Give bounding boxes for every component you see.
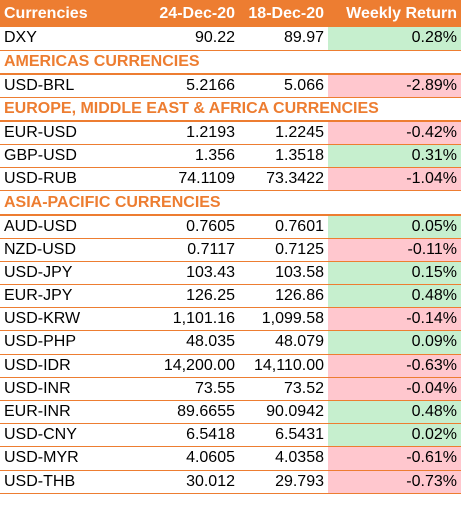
- weekly-return-cell: -1.04%: [328, 167, 461, 192]
- currency-name-cell: USD-RUB: [0, 167, 130, 192]
- previous-rate-cell: 1.3518: [239, 144, 328, 169]
- table-row: USD-MYR 4.0605 4.0358 -0.61%: [0, 446, 461, 471]
- currency-name-cell: DXY: [0, 27, 130, 51]
- currency-name-cell: NZD-USD: [0, 238, 130, 262]
- header-weekly-return: Weekly Return: [328, 0, 461, 27]
- previous-rate-cell: 90.0942: [239, 400, 328, 425]
- table-row: USD-IDR 14,200.00 14,110.00 -0.63%: [0, 354, 461, 378]
- previous-rate-cell: 1,099.58: [239, 307, 328, 332]
- weekly-return-cell: -0.42%: [328, 121, 461, 146]
- current-rate-cell: 73.55: [130, 377, 239, 401]
- header-currencies: Currencies: [0, 0, 130, 27]
- current-rate-cell: 30.012: [130, 470, 239, 494]
- table-row: GBP-USD 1.356 1.3518 0.31%: [0, 144, 461, 169]
- weekly-return-cell: 0.05%: [328, 214, 461, 239]
- weekly-return-cell: -0.11%: [328, 238, 461, 262]
- previous-rate-cell: 14,110.00: [239, 354, 328, 378]
- currency-name-cell: USD-BRL: [0, 74, 130, 98]
- weekly-return-cell: 0.48%: [328, 284, 461, 309]
- currency-name-cell: USD-JPY: [0, 261, 130, 286]
- currency-returns-table: Currencies 24-Dec-20 18-Dec-20 Weekly Re…: [0, 0, 461, 494]
- weekly-return-cell: 0.02%: [328, 423, 461, 448]
- header-row: Currencies 24-Dec-20 18-Dec-20 Weekly Re…: [0, 0, 461, 27]
- previous-rate-cell: 73.3422: [239, 167, 328, 192]
- table-row: USD-JPY 103.43 103.58 0.15%: [0, 261, 461, 286]
- table-row: USD-PHP 48.035 48.079 0.09%: [0, 330, 461, 355]
- currency-name-cell: USD-IDR: [0, 354, 130, 378]
- currency-name-cell: USD-MYR: [0, 446, 130, 471]
- current-rate-cell: 89.6655: [130, 400, 239, 425]
- weekly-return-cell: -0.14%: [328, 307, 461, 332]
- currency-name-cell: AUD-USD: [0, 214, 130, 239]
- previous-rate-cell: 5.066: [239, 74, 328, 98]
- table-row: DXY 90.22 89.97 0.28%: [0, 27, 461, 51]
- table-row: EUR-USD 1.2193 1.2245 -0.42%: [0, 121, 461, 146]
- section-label: AMERICAS CURRENCIES: [0, 50, 461, 76]
- current-rate-cell: 0.7117: [130, 238, 239, 262]
- current-rate-cell: 103.43: [130, 261, 239, 286]
- current-rate-cell: 4.0605: [130, 446, 239, 471]
- weekly-return-cell: -0.63%: [328, 354, 461, 378]
- section-label: EUROPE, MIDDLE EAST & AFRICA CURRENCIES: [0, 97, 461, 123]
- currency-name-cell: USD-THB: [0, 470, 130, 494]
- current-rate-cell: 1.2193: [130, 121, 239, 146]
- header-date-current: 24-Dec-20: [130, 0, 239, 27]
- previous-rate-cell: 48.079: [239, 330, 328, 355]
- section-header-row: ASIA-PACIFIC CURRENCIES: [0, 190, 461, 216]
- currency-name-cell: USD-INR: [0, 377, 130, 401]
- weekly-return-cell: -0.04%: [328, 377, 461, 401]
- previous-rate-cell: 126.86: [239, 284, 328, 309]
- table-row: AUD-USD 0.7605 0.7601 0.05%: [0, 214, 461, 239]
- table-row: EUR-INR 89.6655 90.0942 0.48%: [0, 400, 461, 425]
- previous-rate-cell: 0.7125: [239, 238, 328, 262]
- section-header-row: EUROPE, MIDDLE EAST & AFRICA CURRENCIES: [0, 97, 461, 123]
- table-row: USD-CNY 6.5418 6.5431 0.02%: [0, 423, 461, 448]
- currency-name-cell: EUR-INR: [0, 400, 130, 425]
- weekly-return-cell: -2.89%: [328, 74, 461, 98]
- currency-name-cell: USD-PHP: [0, 330, 130, 355]
- weekly-return-cell: -0.73%: [328, 470, 461, 494]
- current-rate-cell: 5.2166: [130, 74, 239, 98]
- previous-rate-cell: 29.793: [239, 470, 328, 494]
- current-rate-cell: 126.25: [130, 284, 239, 309]
- weekly-return-cell: 0.09%: [328, 330, 461, 355]
- header-date-previous: 18-Dec-20: [239, 0, 328, 27]
- table-row: USD-BRL 5.2166 5.066 -2.89%: [0, 74, 461, 98]
- weekly-return-cell: 0.31%: [328, 144, 461, 169]
- previous-rate-cell: 4.0358: [239, 446, 328, 471]
- current-rate-cell: 1,101.16: [130, 307, 239, 332]
- currency-name-cell: GBP-USD: [0, 144, 130, 169]
- section-label: ASIA-PACIFIC CURRENCIES: [0, 190, 461, 216]
- previous-rate-cell: 6.5431: [239, 423, 328, 448]
- current-rate-cell: 0.7605: [130, 214, 239, 239]
- previous-rate-cell: 1.2245: [239, 121, 328, 146]
- currency-name-cell: EUR-JPY: [0, 284, 130, 309]
- previous-rate-cell: 73.52: [239, 377, 328, 401]
- table-row: USD-KRW 1,101.16 1,099.58 -0.14%: [0, 307, 461, 332]
- current-rate-cell: 90.22: [130, 27, 239, 51]
- table-row: NZD-USD 0.7117 0.7125 -0.11%: [0, 238, 461, 262]
- current-rate-cell: 48.035: [130, 330, 239, 355]
- current-rate-cell: 14,200.00: [130, 354, 239, 378]
- table-row: EUR-JPY 126.25 126.86 0.48%: [0, 284, 461, 309]
- currency-name-cell: EUR-USD: [0, 121, 130, 146]
- current-rate-cell: 1.356: [130, 144, 239, 169]
- previous-rate-cell: 103.58: [239, 261, 328, 286]
- current-rate-cell: 6.5418: [130, 423, 239, 448]
- table-body: DXY 90.22 89.97 0.28% AMERICAS CURRENCIES USD…: [0, 27, 461, 494]
- current-rate-cell: 74.1109: [130, 167, 239, 192]
- previous-rate-cell: 0.7601: [239, 214, 328, 239]
- table-row: USD-RUB 74.1109 73.3422 -1.04%: [0, 167, 461, 192]
- weekly-return-cell: 0.15%: [328, 261, 461, 286]
- previous-rate-cell: 89.97: [239, 27, 328, 51]
- table-row: USD-INR 73.55 73.52 -0.04%: [0, 377, 461, 401]
- weekly-return-cell: 0.28%: [328, 27, 461, 51]
- currency-name-cell: USD-CNY: [0, 423, 130, 448]
- section-header-row: AMERICAS CURRENCIES: [0, 50, 461, 76]
- weekly-return-cell: -0.61%: [328, 446, 461, 471]
- table-row: USD-THB 30.012 29.793 -0.73%: [0, 470, 461, 494]
- weekly-return-cell: 0.48%: [328, 400, 461, 425]
- currency-name-cell: USD-KRW: [0, 307, 130, 332]
